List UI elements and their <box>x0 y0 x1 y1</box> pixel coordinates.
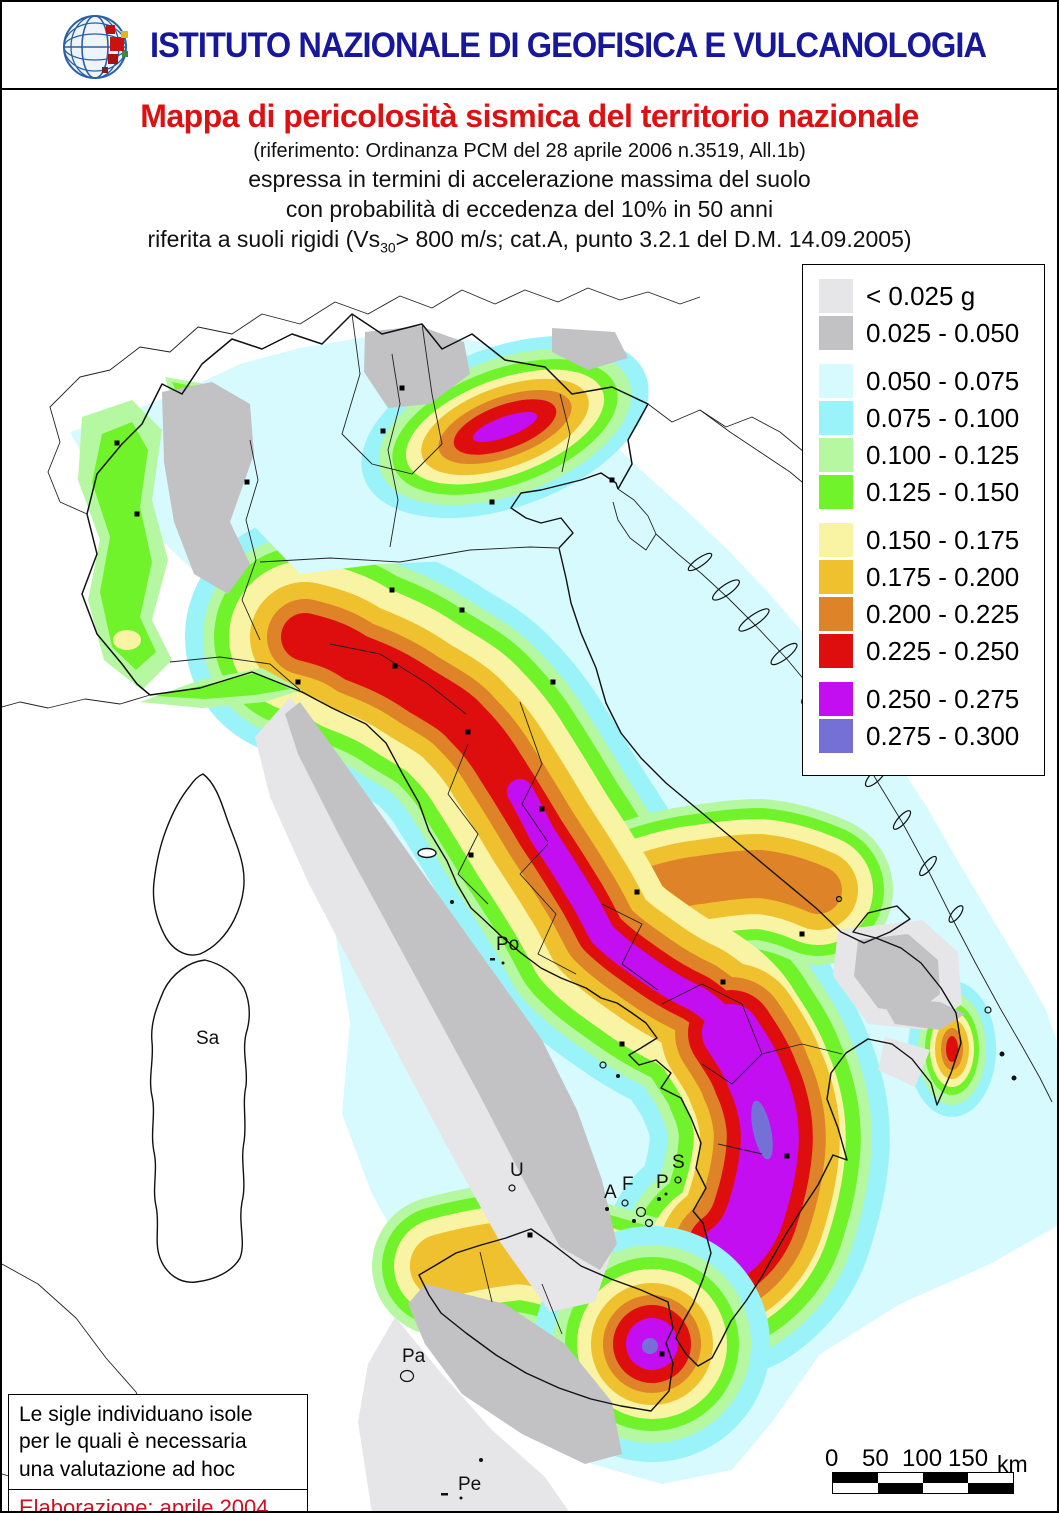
legend-swatch <box>819 475 853 509</box>
subtitle-2: con probabilità di eccedenza del 10% in … <box>285 196 774 222</box>
legend-row: < 0.025 g <box>819 279 1044 313</box>
legend-row: 0.100 - 0.125 <box>819 438 1044 472</box>
label-pantelleria: Pa <box>402 1346 426 1367</box>
legend-label: 0.200 - 0.225 <box>866 598 1020 629</box>
legend-swatch <box>819 597 853 631</box>
coastlines <box>2 287 1053 1511</box>
institute-title: ISTITUTO NAZIONALE DI GEOFISICA E VULCAN… <box>150 26 987 65</box>
scale-bar: 0 50 100 150 km <box>825 1445 1042 1495</box>
small-islands <box>399 895 843 1500</box>
header-bar: ISTITUTO NAZIONALE DI GEOFISICA E VULCAN… <box>2 2 1057 90</box>
legend-label: 0.100 - 0.125 <box>866 439 1020 470</box>
elaboration-date: Elaborazione: aprile 2004 <box>9 1488 307 1511</box>
label-panarea: P <box>656 1172 669 1193</box>
label-alicudi: A <box>604 1182 617 1203</box>
legend-label: 0.275 - 0.300 <box>866 720 1020 751</box>
subtitle-3: riferita a suoli rigidi (Vs30> 800 m/s; … <box>147 226 912 256</box>
label-sardinia: Sa <box>196 1028 220 1049</box>
croatian-islands <box>687 552 1017 1081</box>
legend-label: 0.025 - 0.050 <box>866 317 1020 348</box>
legend-row: 0.200 - 0.225 <box>819 597 1044 631</box>
legend-swatch <box>819 682 853 716</box>
legend-swatch <box>819 560 853 594</box>
hazard-layers <box>70 326 1057 1511</box>
legend-row: 0.225 - 0.250 <box>819 634 1044 668</box>
island-labels: Sa Po U A F P S Pa Pe <box>196 934 685 1495</box>
legend-label: 0.250 - 0.275 <box>866 683 1020 714</box>
ingv-logo <box>63 15 128 79</box>
legend-row: 0.250 - 0.275 <box>819 682 1044 716</box>
scale-tick-0: 0 <box>825 1445 839 1472</box>
legend-row: 0.025 - 0.050 <box>819 316 1044 350</box>
legend: < 0.025 g 0.025 - 0.050 0.050 - 0.075 0.… <box>802 264 1045 776</box>
legend-swatch <box>819 364 853 398</box>
sardinia <box>149 959 250 1283</box>
legend-label: 0.050 - 0.075 <box>866 365 1020 396</box>
legend-row: 0.175 - 0.200 <box>819 560 1044 594</box>
swiss-austria-outline <box>47 287 701 515</box>
italy-coast <box>149 472 962 1367</box>
legend-label: < 0.025 g <box>866 280 976 311</box>
sicily-coast <box>418 1228 674 1412</box>
legend-label: 0.225 - 0.250 <box>866 635 1020 666</box>
city-markers <box>114 385 805 1357</box>
legend-row: 0.275 - 0.300 <box>819 719 1044 753</box>
note-text: Le sigle individuano isole per le quali … <box>19 1403 253 1481</box>
scale-bar-graphic <box>832 1472 1014 1494</box>
label-pelagie: Pe <box>458 1474 481 1495</box>
slovenia-border <box>647 403 781 433</box>
alpine-border <box>81 313 649 696</box>
note-box: Le sigle individuano isole per le quali … <box>8 1394 308 1511</box>
elba <box>417 847 437 859</box>
scale-tick-100: 100 <box>902 1445 943 1472</box>
legend-label: 0.175 - 0.200 <box>866 561 1020 592</box>
reference-line: (riferimento: Ordinanza PCM del 28 april… <box>253 140 806 162</box>
legend-row: 0.075 - 0.100 <box>819 401 1044 435</box>
white-islands <box>149 773 437 1283</box>
legend-row: 0.150 - 0.175 <box>819 523 1044 557</box>
legend-row: 0.050 - 0.075 <box>819 364 1044 398</box>
legend-swatch <box>819 279 853 313</box>
legend-swatch <box>819 401 853 435</box>
label-stromboli: S <box>672 1152 685 1173</box>
legend-swatch <box>819 316 853 350</box>
low-hazard-zones <box>162 326 965 1511</box>
regional-borders <box>169 313 843 1335</box>
legend-swatch <box>819 634 853 668</box>
map-title: Mappa di pericolosità sismica del territ… <box>140 98 919 134</box>
title-block: Mappa di pericolosità sismica del territ… <box>2 90 1057 256</box>
corsica <box>152 773 245 956</box>
legend-swatch <box>819 438 853 472</box>
scale-tick-150: 150 <box>948 1445 989 1472</box>
label-ponza: Po <box>496 934 519 955</box>
legend-swatch <box>819 523 853 557</box>
legend-swatch <box>819 719 853 753</box>
legend-label: 0.125 - 0.150 <box>866 476 1020 507</box>
label-ustica: U <box>510 1160 524 1181</box>
legend-label: 0.150 - 0.175 <box>866 524 1020 555</box>
hazard-map: Sa Po U A F P S Pa Pe <box>2 287 1057 1511</box>
legend-label: 0.075 - 0.100 <box>866 402 1020 433</box>
subtitle-1: espressa in termini di accelerazione mas… <box>248 166 811 192</box>
label-filicudi: F <box>622 1174 634 1195</box>
france-coast <box>2 694 151 709</box>
istria-coast <box>612 488 657 551</box>
legend-row: 0.125 - 0.150 <box>819 475 1044 509</box>
scale-tick-50: 50 <box>862 1445 889 1472</box>
croatia-coast <box>655 533 1053 1103</box>
